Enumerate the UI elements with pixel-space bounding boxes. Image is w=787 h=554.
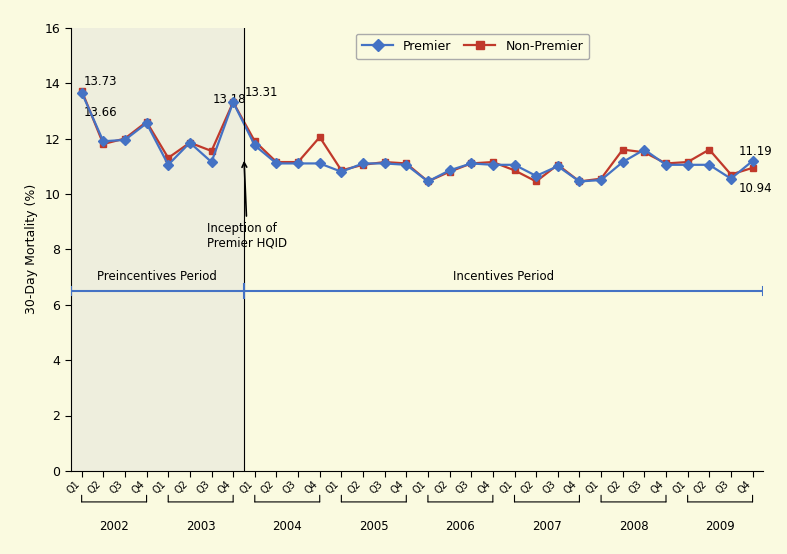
Text: 2007: 2007 <box>532 520 562 532</box>
Bar <box>71 28 244 471</box>
Text: 2005: 2005 <box>359 520 389 532</box>
Text: Incentives Period: Incentives Period <box>453 270 554 283</box>
Text: 2006: 2006 <box>445 520 475 532</box>
Text: 2002: 2002 <box>99 520 129 532</box>
Text: 2009: 2009 <box>705 520 735 532</box>
Text: 11.19: 11.19 <box>738 145 772 158</box>
Legend: Premier, Non-Premier: Premier, Non-Premier <box>356 34 589 59</box>
Text: 13.31: 13.31 <box>245 86 279 100</box>
Text: 13.66: 13.66 <box>84 106 117 119</box>
Text: 10.94: 10.94 <box>738 182 772 194</box>
Text: 13.18: 13.18 <box>212 93 246 106</box>
Text: Inception of
Premier HQID: Inception of Premier HQID <box>207 162 287 250</box>
Text: 2003: 2003 <box>186 520 216 532</box>
Y-axis label: 30-Day Mortality (%): 30-Day Mortality (%) <box>24 184 38 315</box>
Text: 13.73: 13.73 <box>84 75 117 88</box>
Text: 2008: 2008 <box>619 520 648 532</box>
Text: 2004: 2004 <box>272 520 302 532</box>
Text: Preincentives Period: Preincentives Period <box>98 270 217 283</box>
